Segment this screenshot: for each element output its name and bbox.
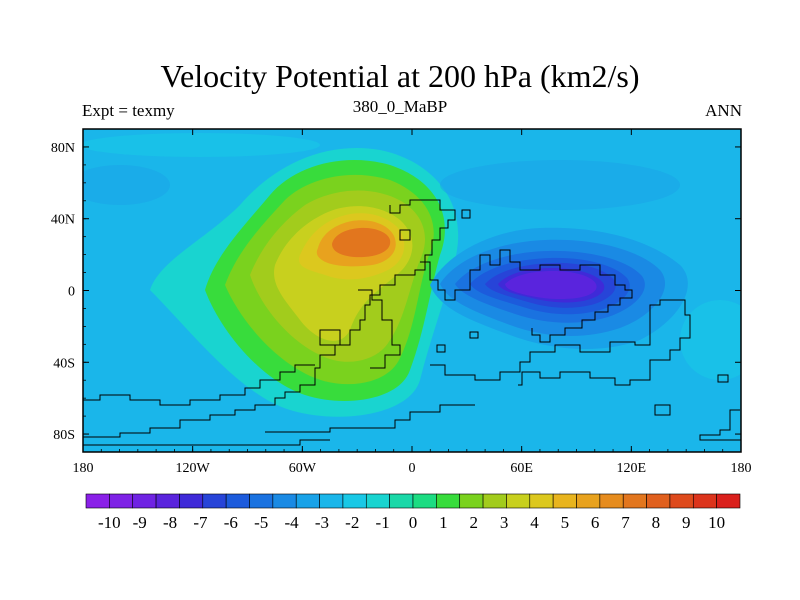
coast-east-continent xyxy=(420,249,633,343)
x-tick-label: 0 xyxy=(409,461,416,476)
y-tick-label: 80N xyxy=(51,141,75,156)
colorbar-swatch xyxy=(179,493,204,509)
colorbar-label: 4 xyxy=(530,513,539,532)
y-tick-label: 80S xyxy=(53,428,75,443)
colorbar-label: 8 xyxy=(652,513,661,532)
contour-minus-7 xyxy=(505,271,597,300)
coast-east-south xyxy=(430,299,691,386)
colorbar-label: -2 xyxy=(345,513,359,532)
colorbar-swatch xyxy=(365,493,390,509)
colorbar-swatch xyxy=(529,493,554,509)
x-axis: 180 120W 60W 0 60E 120E 180 xyxy=(73,129,752,476)
colorbar-swatch xyxy=(225,493,250,509)
colorbar: -10 -9 -8 -7 -6 -5 -4 -3 -2 -1 0 1 2 3 4 5 6 7 8 9 10 xyxy=(85,493,741,532)
colorbar-swatch xyxy=(272,493,297,509)
x-tick-label: 180 xyxy=(73,461,94,476)
colorbar-label: -4 xyxy=(284,513,299,532)
colorbar-swatch xyxy=(342,493,367,509)
colorbar-swatch xyxy=(506,493,531,509)
colorbar-swatch xyxy=(576,493,601,509)
subtitle-center: 380_0_MaBP xyxy=(352,97,448,116)
coast-inner-block xyxy=(358,289,401,369)
colorbar-label: -3 xyxy=(315,513,329,532)
colorbar-label: 1 xyxy=(439,513,448,532)
colorbar-swatch xyxy=(622,493,647,509)
colorbar-swatch xyxy=(202,493,227,509)
weak-low-northwest xyxy=(83,165,170,205)
colorbar-swatch xyxy=(85,493,110,509)
colorbar-swatch xyxy=(249,493,274,509)
coast-gondwana-west xyxy=(83,199,456,438)
coast-isle-a xyxy=(399,229,411,241)
colorbar-label: 6 xyxy=(591,513,600,532)
colorbar-label: -10 xyxy=(98,513,121,532)
colorbar-swatch xyxy=(482,493,507,509)
colorbar-label: 0 xyxy=(409,513,418,532)
x-tick-label: 60W xyxy=(289,461,317,476)
field-fill xyxy=(83,129,741,452)
x-tick-label: 60E xyxy=(510,461,533,476)
x-tick-label: 120E xyxy=(617,461,647,476)
coast-gondwana-south xyxy=(83,364,315,406)
colorbar-label: -1 xyxy=(376,513,390,532)
colorbar-label: -5 xyxy=(254,513,268,532)
colorbar-label: -6 xyxy=(224,513,238,532)
coast-arctic-margin xyxy=(265,404,475,433)
coast-isle-d xyxy=(469,331,479,339)
colorbar-label: 10 xyxy=(708,513,725,532)
chart-title: Velocity Potential at 200 hPa (km2/s) xyxy=(160,58,640,94)
colorbar-swatch xyxy=(646,493,671,509)
colorbar-label: 7 xyxy=(621,513,630,532)
negative-lobe xyxy=(430,227,688,350)
colorbar-label: -8 xyxy=(163,513,177,532)
coast-far-east xyxy=(699,409,741,441)
coast-isle-e xyxy=(654,404,671,416)
x-tick-label: 120W xyxy=(176,461,211,476)
colorbar-label: 9 xyxy=(682,513,691,532)
colorbar-swatch xyxy=(389,493,414,509)
subtitle-right: ANN xyxy=(705,101,742,120)
subtitle-left: Expt = texmy xyxy=(82,101,175,120)
coast-isle-f xyxy=(717,374,729,383)
colorbar-swatch xyxy=(295,493,320,509)
colorbar-swatch xyxy=(319,493,344,509)
coast-isle-b xyxy=(461,209,471,219)
colorbar-swatch xyxy=(669,493,694,509)
coast-antarctic-strip xyxy=(83,439,330,446)
colorbar-swatch xyxy=(155,493,180,509)
colorbar-swatch xyxy=(552,493,577,509)
weak-low-north xyxy=(440,160,680,210)
positive-lobe xyxy=(150,148,459,417)
colorbar-swatch xyxy=(109,493,134,509)
coast-isle-c xyxy=(436,344,446,353)
x-tick-label: 180 xyxy=(731,461,752,476)
colorbar-swatch xyxy=(716,493,741,509)
colorbar-swatch xyxy=(459,493,484,509)
colorbar-swatch xyxy=(436,493,461,509)
y-tick-label: 40N xyxy=(51,213,75,228)
weak-high-east xyxy=(680,300,741,380)
contour-plus-8 xyxy=(332,227,391,258)
colorbar-label: -9 xyxy=(133,513,147,532)
colorbar-swatch xyxy=(692,493,717,509)
colorbar-swatch xyxy=(599,493,624,509)
y-tick-label: 40S xyxy=(53,356,75,371)
colorbar-label: 3 xyxy=(500,513,509,532)
colorbar-swatch xyxy=(412,493,437,509)
colorbar-label: -7 xyxy=(193,513,208,532)
colorbar-label: 5 xyxy=(561,513,570,532)
colorbar-label: 2 xyxy=(469,513,478,532)
y-tick-label: 0 xyxy=(68,285,75,300)
colorbar-swatch xyxy=(132,493,157,509)
weak-high-arctic xyxy=(83,133,320,157)
coast-central-block xyxy=(319,329,341,346)
y-axis: 80N 40N 0 40S 80S xyxy=(51,128,741,453)
coastlines xyxy=(83,199,741,446)
